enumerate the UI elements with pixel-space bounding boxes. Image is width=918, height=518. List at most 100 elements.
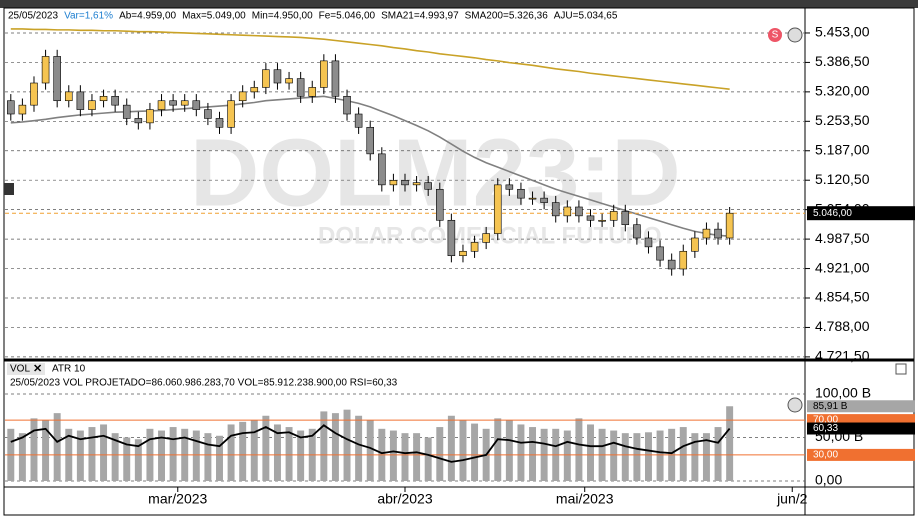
y-tick-label: 4.987,50 [815, 230, 870, 246]
rsi-line [10, 424, 731, 463]
volume-bar [645, 432, 652, 481]
frame [3, 7, 915, 516]
candle-body [679, 250, 688, 270]
volume-bar [575, 418, 583, 481]
moving-average [10, 28, 730, 91]
candle-body [436, 188, 444, 221]
candle-body [64, 91, 73, 102]
candle-body [412, 182, 421, 186]
volume-bar [100, 424, 108, 481]
candle-body [7, 100, 15, 115]
candle-body [41, 56, 50, 84]
header-field: Min=4.950,00 [252, 11, 313, 22]
candle-body [180, 100, 189, 106]
tab-vol[interactable]: VOL [10, 364, 30, 375]
volume-bar [227, 424, 235, 481]
candle-body [169, 100, 177, 106]
volume-bar [447, 415, 455, 481]
value-tag-bg [807, 448, 915, 461]
header-field: Fe=5.046,00 [319, 11, 376, 22]
price-label: 5.046,00 [813, 208, 852, 219]
volume-bar [204, 433, 212, 481]
candle-body [447, 219, 456, 257]
volume-bar [610, 430, 618, 481]
value-tag-bg [807, 422, 915, 435]
s-icon-text: S [772, 30, 779, 41]
candle-body [575, 206, 583, 217]
x-tick-label: abr/2023 [377, 491, 432, 507]
candle-body [192, 100, 201, 110]
volume-bar [111, 433, 119, 481]
candle-body [250, 87, 259, 93]
value-tag: 85,91 B [813, 401, 848, 412]
candle-body [227, 100, 235, 128]
volume-bar [134, 439, 142, 481]
volume-bar [471, 423, 479, 481]
volume-bar [169, 427, 177, 481]
x-tick-label: jun/2 [776, 491, 808, 507]
volume-bar [679, 427, 687, 481]
value-tag: 60,33 [813, 423, 838, 434]
header: 25/05/2023 Var=1,61% Ab=4.959,00 Max=5.049,… [8, 11, 618, 22]
candle-body [505, 184, 514, 190]
moving-average [10, 95, 730, 238]
tab[interactable] [7, 363, 45, 375]
candle-body [633, 224, 641, 239]
candle-body [389, 180, 398, 186]
candle-body [262, 69, 270, 88]
volume-bar [366, 420, 374, 481]
watermark: DOLM23:D [190, 119, 681, 226]
candle-body [122, 104, 131, 119]
volume-bar [320, 411, 328, 481]
volume-bar [88, 427, 96, 481]
candle-body [598, 219, 606, 222]
x-tick-label: mar/2023 [148, 491, 207, 507]
candle-body [378, 153, 386, 186]
candle-body [691, 237, 699, 252]
tab-atr[interactable]: ATR 10 [52, 364, 86, 375]
candle-body [702, 228, 711, 239]
header-field: Ab=4.959,00 [119, 11, 176, 22]
candle-body [551, 202, 560, 217]
next-icon[interactable] [787, 397, 803, 413]
volume-bar [494, 418, 502, 481]
value-tag-bg [807, 400, 915, 413]
value-tag: 30,00 [813, 450, 838, 461]
candle-body [482, 233, 490, 243]
volume-bar [250, 420, 258, 481]
volume-bar [18, 433, 26, 481]
volume-bar [702, 433, 710, 481]
candle-body [308, 87, 317, 97]
s-icon[interactable] [768, 28, 782, 42]
candle-body [296, 78, 305, 97]
y-tick-label: 100,00 B [815, 385, 871, 401]
y-tick-label: 4.854,50 [815, 289, 870, 305]
maximize[interactable] [895, 363, 907, 375]
y-tick-label: 0,00 [815, 472, 842, 488]
y-tick-label: 5.187,00 [815, 141, 870, 157]
next-icon[interactable] [787, 27, 803, 43]
header-field: SMA200=5.326,36 [465, 11, 549, 22]
candle-body [667, 259, 676, 270]
volume-bar [401, 433, 409, 481]
candle-body [238, 91, 247, 102]
y-tick-label: 4.721,50 [815, 348, 870, 364]
candle-body [621, 211, 630, 226]
side-handle[interactable] [4, 183, 14, 195]
volume-bar [436, 427, 444, 481]
volume-bar [123, 437, 131, 481]
volume-bar [691, 433, 699, 481]
volume-bar [621, 433, 629, 481]
volume-info: 25/05/2023 VOL PROJETADO=86.060.986.283,… [10, 378, 398, 389]
volume-bar [42, 420, 50, 481]
volume-bar [239, 421, 247, 481]
y-tick-label: 5.453,00 [815, 24, 870, 40]
candle-body [459, 250, 467, 257]
close-tab[interactable]: ✕ [33, 363, 42, 375]
volume-bar [505, 420, 513, 481]
candle-body [53, 56, 61, 102]
volume-bar [158, 430, 165, 481]
volume-bar [529, 427, 537, 481]
volume-bar [563, 430, 571, 481]
plot: 5.453,00 5.386,50 5.320,00 5.253,50 5.187,00… [5, 24, 915, 507]
